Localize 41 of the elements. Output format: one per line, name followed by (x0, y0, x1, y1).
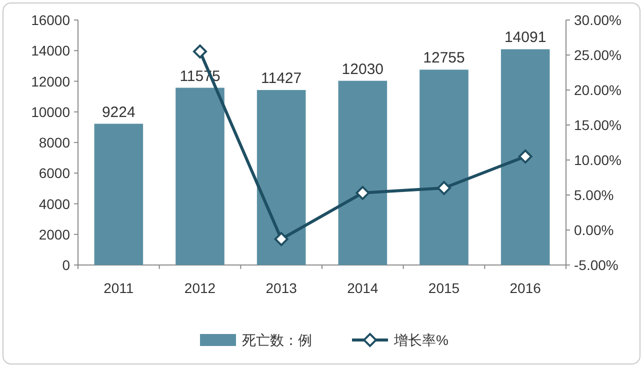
legend-label: 增长率% (393, 332, 448, 348)
data-label: 9224 (102, 104, 136, 121)
data-label: 12030 (342, 60, 384, 78)
y2-tick-label: 10.00% (574, 152, 622, 168)
y2-tick-label: 0.00% (574, 222, 614, 238)
x-tick-label: 2012 (184, 280, 216, 296)
y-tick-label: 6000 (38, 165, 70, 182)
x-tick-label: 2015 (428, 280, 460, 296)
bar (256, 90, 306, 265)
data-label: 14091 (504, 29, 546, 46)
bar (338, 80, 388, 265)
y2-tick-label: 30.00% (574, 12, 622, 28)
bar (94, 124, 144, 265)
bar (176, 88, 224, 265)
point (518, 150, 532, 164)
data-label: 12755 (423, 50, 465, 67)
y-tick-label: 14000 (31, 42, 70, 59)
y2-tick-label: 5.00% (574, 187, 614, 203)
data-label: 11427 (261, 70, 302, 88)
y-tick-label: 12000 (31, 73, 70, 90)
bar (500, 49, 550, 265)
point (437, 181, 451, 195)
y-tick-label: 4000 (38, 196, 70, 212)
y-tick-label: 10000 (31, 104, 70, 120)
x-tick-label: 2011 (104, 280, 134, 296)
y2-tick-label: 25.00% (574, 47, 622, 63)
y-tick-label: 0 (62, 257, 70, 273)
point (193, 44, 207, 58)
x-tick-label: 2013 (266, 280, 298, 296)
y-tick-label: 16000 (31, 12, 70, 28)
y-tick-label: 8000 (38, 134, 70, 150)
bar (420, 70, 468, 265)
y2-tick-label: 15.00% (574, 117, 622, 133)
x-tick-label: 2014 (347, 280, 378, 296)
point (356, 186, 370, 200)
y-tick-label: 2000 (38, 226, 70, 242)
y2-tick-label: -5.00% (574, 257, 618, 273)
legend-label: 死亡数：例 (242, 332, 312, 348)
x-tick-label: 2016 (510, 280, 542, 296)
y2-tick-label: 20.00% (574, 82, 622, 98)
point (274, 232, 288, 246)
